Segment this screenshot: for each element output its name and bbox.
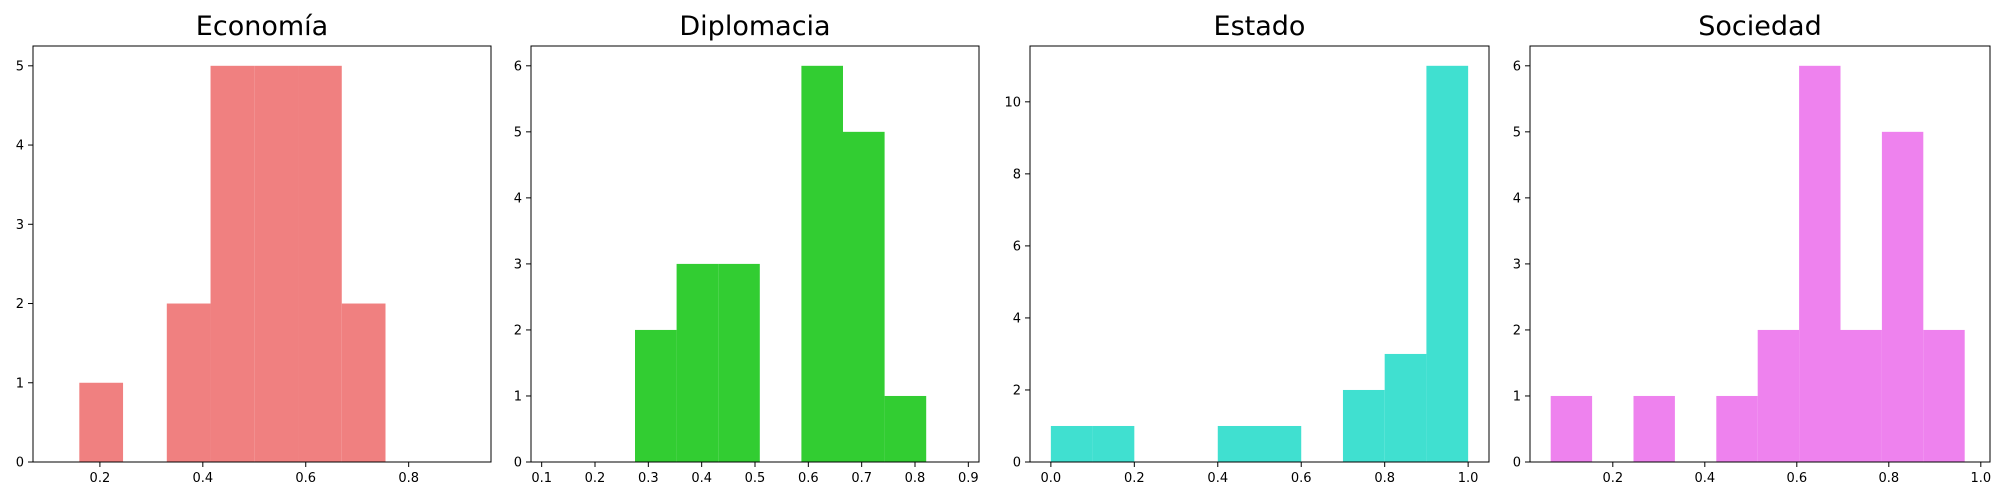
histogram-bar bbox=[210, 65, 255, 463]
chart-title: Economía bbox=[196, 11, 328, 42]
x-tick-label: 0.6 bbox=[1786, 471, 1807, 486]
histogram-bar bbox=[1716, 395, 1758, 462]
histogram-bar bbox=[1550, 395, 1593, 462]
x-tick-label: 0.4 bbox=[192, 471, 213, 486]
histogram-bar bbox=[166, 303, 211, 462]
y-tick-label: 5 bbox=[16, 59, 24, 74]
histogram-bar bbox=[801, 65, 843, 463]
x-tick-label: 1.0 bbox=[1458, 471, 1479, 486]
x-tick-label: 0.1 bbox=[531, 471, 552, 486]
x-tick-label: 0.9 bbox=[958, 471, 979, 486]
y-tick-label: 0 bbox=[1513, 456, 1521, 471]
x-tick-label: 1.0 bbox=[1970, 471, 1991, 486]
histogram-bar bbox=[635, 329, 677, 462]
chart-title: Estado bbox=[1214, 11, 1306, 42]
histogram-bar bbox=[1757, 329, 1800, 462]
histogram-panel: Sociedad 0.2 0.4 0.6 0.8 1.0 0 1 2 3 4 5 6 bbox=[1513, 11, 1991, 486]
x-tick-label: 0.5 bbox=[745, 471, 766, 486]
x-tick-label: 0.3 bbox=[638, 471, 659, 486]
x-tick-label: 0.4 bbox=[1207, 471, 1228, 486]
histogram-bar bbox=[298, 65, 342, 463]
histogram-bar bbox=[1840, 329, 1882, 462]
histogram-bar bbox=[718, 263, 760, 462]
histogram-bar bbox=[254, 65, 299, 463]
y-tick-label: 3 bbox=[1513, 257, 1521, 272]
x-tick-label: 0.6 bbox=[798, 471, 819, 486]
x-tick-label: 0.7 bbox=[851, 471, 872, 486]
x-tick-label: 0.8 bbox=[1374, 471, 1395, 486]
histogram-bar bbox=[1426, 65, 1469, 463]
x-tick-label: 0.8 bbox=[398, 471, 419, 486]
histogram-bar bbox=[1217, 425, 1260, 462]
histogram-bar bbox=[676, 263, 719, 462]
x-tick-label: 0.2 bbox=[1602, 471, 1623, 486]
y-tick-label: 2 bbox=[514, 323, 522, 338]
y-tick-label: 1 bbox=[514, 389, 522, 404]
y-tick-label: 10 bbox=[1004, 95, 1021, 110]
y-tick-label: 6 bbox=[514, 59, 522, 74]
y-tick-label: 0 bbox=[1013, 456, 1021, 471]
histogram-bar bbox=[1259, 425, 1302, 462]
histogram-bar bbox=[1342, 389, 1385, 462]
y-tick-label: 2 bbox=[1013, 383, 1021, 398]
histogram-bar bbox=[1881, 131, 1924, 463]
histogram-bar bbox=[341, 303, 386, 462]
y-tick-label: 6 bbox=[1513, 59, 1521, 74]
histogram-bar bbox=[843, 131, 885, 463]
y-tick-label: 2 bbox=[1513, 323, 1521, 338]
histogram-panel: Diplomacia 0.1 0.2 0.3 0.4 0.5 0.6 0.7 0.8 0.9 0 1 2… bbox=[514, 11, 980, 486]
histogram-bar bbox=[1050, 425, 1093, 462]
y-tick-label: 1 bbox=[16, 376, 24, 391]
histogram-bar bbox=[1092, 425, 1135, 462]
histogram-panel: Economía 0.2 0.4 0.6 0.8 0 1 2 3 4 5 bbox=[16, 11, 492, 486]
x-tick-label: 0.0 bbox=[1041, 471, 1062, 486]
y-tick-label: 3 bbox=[16, 218, 24, 233]
axes-frame bbox=[32, 45, 492, 463]
y-tick-label: 0 bbox=[16, 456, 24, 471]
y-tick-label: 6 bbox=[1013, 239, 1021, 254]
chart-title: Diplomacia bbox=[679, 11, 830, 42]
axes-frame bbox=[1529, 45, 1991, 463]
axes-frame bbox=[1029, 45, 1490, 463]
x-tick-label: 0.8 bbox=[905, 471, 926, 486]
x-tick-label: 0.2 bbox=[90, 471, 111, 486]
y-tick-label: 3 bbox=[514, 257, 522, 272]
x-tick-label: 0.8 bbox=[1878, 471, 1899, 486]
y-tick-label: 5 bbox=[1513, 125, 1521, 140]
y-tick-label: 2 bbox=[16, 297, 24, 312]
histogram-bar bbox=[1384, 353, 1427, 462]
histogram-bar bbox=[884, 395, 927, 462]
x-tick-label: 0.4 bbox=[1694, 471, 1715, 486]
y-tick-label: 4 bbox=[1013, 311, 1021, 326]
y-tick-label: 1 bbox=[1513, 389, 1521, 404]
x-tick-label: 0.6 bbox=[1291, 471, 1312, 486]
x-tick-label: 0.6 bbox=[295, 471, 316, 486]
x-tick-label: 0.2 bbox=[585, 471, 606, 486]
histogram-bar bbox=[1799, 65, 1841, 463]
x-tick-label: 0.4 bbox=[691, 471, 712, 486]
y-tick-label: 0 bbox=[514, 456, 522, 471]
histogram-bar bbox=[79, 382, 124, 462]
y-tick-label: 8 bbox=[1013, 167, 1021, 182]
y-tick-label: 4 bbox=[16, 139, 24, 154]
y-tick-label: 4 bbox=[1513, 191, 1521, 206]
histogram-panel: Estado 0.0 0.2 0.4 0.6 0.8 1.0 0 2 4 6 8 10 bbox=[1004, 11, 1490, 486]
y-tick-label: 5 bbox=[514, 125, 522, 140]
y-tick-label: 4 bbox=[514, 191, 522, 206]
chart-title: Sociedad bbox=[1698, 11, 1821, 42]
x-tick-label: 0.2 bbox=[1124, 471, 1145, 486]
histogram-bar bbox=[1923, 329, 1965, 462]
histogram-bar bbox=[1633, 395, 1675, 462]
